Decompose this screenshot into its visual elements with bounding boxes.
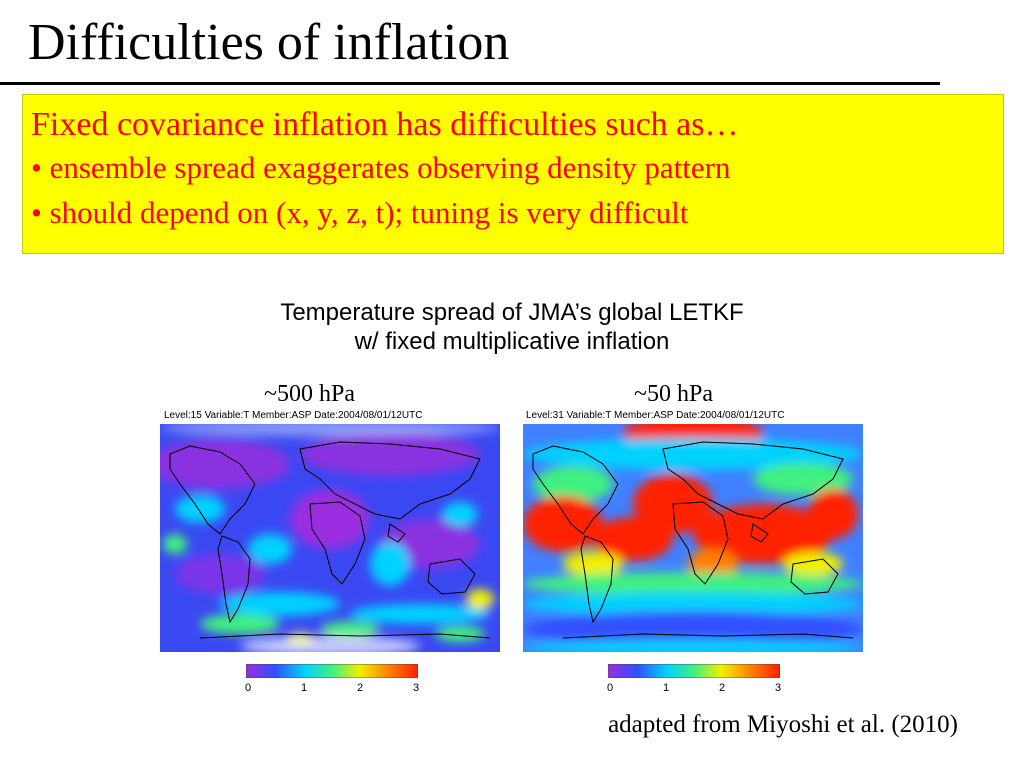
colorbar-tick: 1 bbox=[300, 682, 308, 694]
colorbar-tick: 2 bbox=[356, 682, 364, 694]
level-label-left: ~500 hPa bbox=[264, 381, 355, 407]
colorbar-right: 0 1 2 3 bbox=[607, 663, 781, 694]
slide-title: Difficulties of inflation bbox=[28, 14, 510, 71]
colorbar-tick: 3 bbox=[412, 682, 420, 694]
caption-line: Temperature spread of JMA’s global LETKF bbox=[280, 299, 744, 326]
caption-line: w/ fixed multiplicative inflation bbox=[354, 328, 670, 355]
colorbar-tick: 0 bbox=[606, 682, 614, 694]
map-header-right: Level:31 Variable:T Member:ASP Date:2004… bbox=[526, 410, 785, 421]
colorbar-left: 0 1 2 3 bbox=[245, 663, 419, 694]
colorbar-tick: 3 bbox=[774, 682, 782, 694]
spread-map-50hpa bbox=[523, 424, 863, 652]
colorbar-tick: 0 bbox=[244, 682, 252, 694]
callout-bullet: • ensemble spread exaggerates observing … bbox=[31, 150, 731, 185]
spread-map-500hpa bbox=[160, 424, 500, 652]
callout-heading: Fixed covariance inflation has difficult… bbox=[31, 106, 739, 143]
colorbar-gradient bbox=[245, 663, 419, 679]
colorbar-tick: 2 bbox=[718, 682, 726, 694]
callout-bullet: • should depend on (x, y, z, t); tuning … bbox=[31, 195, 689, 230]
map-header-left: Level:15 Variable:T Member:ASP Date:2004… bbox=[164, 410, 423, 421]
source-credit: adapted from Miyoshi et al. (2010) bbox=[608, 711, 958, 738]
colorbar-gradient bbox=[607, 663, 781, 679]
callout-box: Fixed covariance inflation has difficult… bbox=[22, 94, 1004, 254]
figure-caption: Temperature spread of JMA’s global LETKF… bbox=[0, 298, 1024, 356]
title-underline bbox=[0, 82, 940, 85]
colorbar-tick: 1 bbox=[662, 682, 670, 694]
level-label-right: ~50 hPa bbox=[634, 381, 713, 407]
